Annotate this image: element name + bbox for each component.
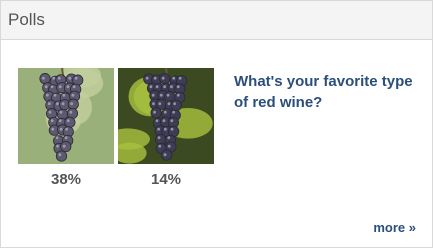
option-image[interactable] — [118, 68, 214, 164]
photo-detail — [177, 85, 180, 88]
photo-detail — [48, 102, 51, 105]
photo-detail — [158, 102, 161, 105]
photo-detail — [51, 128, 54, 131]
photo-detail — [168, 145, 171, 148]
photo-detail — [163, 85, 166, 88]
photo-detail — [163, 119, 166, 122]
photo-detail — [60, 128, 63, 131]
photo-detail — [65, 128, 68, 131]
photo-detail — [49, 111, 52, 114]
more-link[interactable]: more » — [373, 220, 416, 235]
photo-detail — [69, 111, 72, 114]
photo-detail — [152, 94, 155, 97]
photo-detail — [62, 94, 65, 97]
photo-detail — [156, 85, 159, 88]
photo-detail — [54, 94, 57, 97]
photo-detail — [56, 145, 59, 148]
photo-detail — [170, 119, 173, 122]
photo-detail — [60, 111, 63, 114]
photo-detail — [58, 153, 61, 156]
option-percent: 14% — [118, 171, 214, 188]
photo-detail — [164, 111, 167, 114]
photo-detail — [165, 91, 175, 101]
photo-detail — [56, 151, 66, 161]
photo-detail — [40, 73, 50, 83]
photo-detail — [56, 102, 59, 105]
photo-detail — [73, 85, 76, 88]
photo-detail — [73, 75, 83, 85]
photo-detail — [45, 85, 48, 88]
poll-question[interactable]: What's your favorite type of red wine? — [234, 71, 414, 113]
photo-detail — [150, 85, 153, 88]
photo-detail — [154, 77, 157, 80]
photo-detail — [177, 94, 180, 97]
title: Polls — [8, 10, 45, 30]
photo-detail — [59, 119, 62, 122]
photo-detail — [146, 77, 149, 80]
photo-detail — [172, 111, 175, 114]
photo-detail — [168, 102, 171, 105]
photo-detail — [51, 85, 54, 88]
photo-detail — [158, 145, 161, 148]
photo-detail — [171, 128, 174, 131]
photo-detail — [160, 74, 170, 84]
photo-detail — [152, 102, 155, 105]
photo-detail — [59, 85, 62, 88]
photo-detail — [153, 111, 156, 114]
photo-detail — [179, 77, 182, 80]
photo-detail — [156, 119, 159, 122]
photo-detail — [42, 77, 45, 80]
photo-detail — [167, 94, 170, 97]
photo-detail — [160, 94, 163, 97]
photo-detail — [62, 102, 65, 105]
photo-detail — [161, 150, 171, 160]
photo-detail — [158, 136, 161, 139]
photo-detail — [171, 100, 181, 110]
photo-detail — [170, 85, 173, 88]
photo-detail — [157, 128, 160, 131]
photo-detail — [75, 77, 78, 80]
photo-detail — [58, 77, 61, 80]
photo-detail — [63, 145, 66, 148]
photo-detail — [72, 94, 75, 97]
option-percent: 38% — [18, 171, 114, 188]
photo-detail — [162, 77, 165, 80]
photo-detail — [68, 77, 71, 80]
photo-detail — [151, 108, 161, 118]
photo-detail — [67, 119, 70, 122]
photo-detail — [61, 141, 71, 151]
photo-detail — [46, 94, 49, 97]
photo-detail — [67, 85, 70, 88]
photo-detail — [51, 119, 54, 122]
poll-widget: Polls 38% 14% What's your favorite type … — [0, 0, 433, 248]
photo-detail — [68, 99, 78, 109]
photo-detail — [65, 136, 68, 139]
header: Polls — [1, 1, 432, 40]
photo-detail — [172, 77, 175, 80]
photo-detail — [167, 136, 170, 139]
photo-detail — [164, 153, 167, 156]
photo-detail — [173, 102, 176, 105]
photo-detail — [70, 102, 73, 105]
photo-detail — [52, 77, 55, 80]
photo-detail — [56, 136, 59, 139]
option-image[interactable] — [18, 68, 114, 164]
photo-detail — [164, 128, 167, 131]
